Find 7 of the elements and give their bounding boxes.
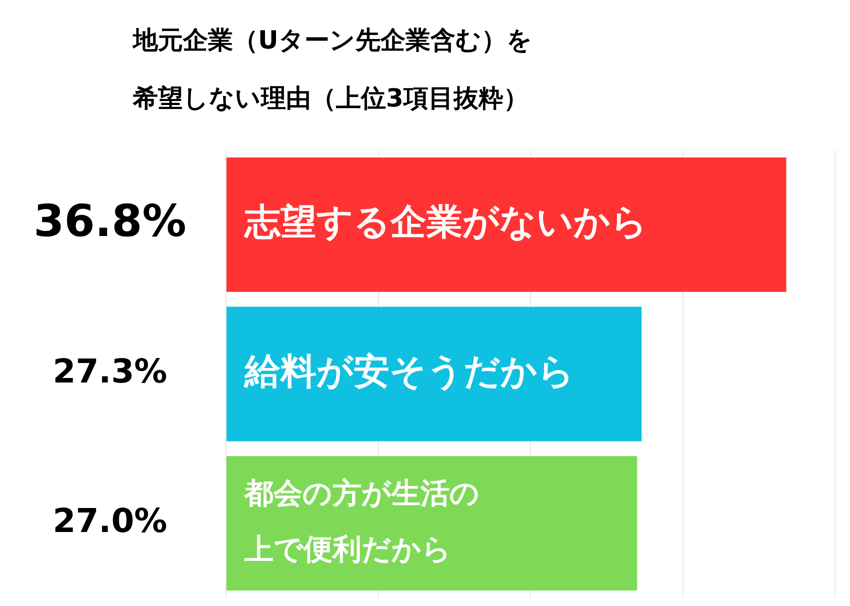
- data-label: 36.8%: [34, 196, 186, 248]
- y-tick-label: 都会の方が生活の上で便利だから: [244, 476, 480, 566]
- data-label: 27.3%: [52, 352, 168, 391]
- chart-title: 地元企業（Uターン先企業含む）を希望しない理由（上位3項目抜粋）: [132, 26, 532, 112]
- y-tick-label: 志望する企業がないから: [244, 202, 648, 244]
- y-tick-label: 給料が安そうだから: [244, 351, 574, 392]
- data-label: 27.0%: [52, 500, 168, 540]
